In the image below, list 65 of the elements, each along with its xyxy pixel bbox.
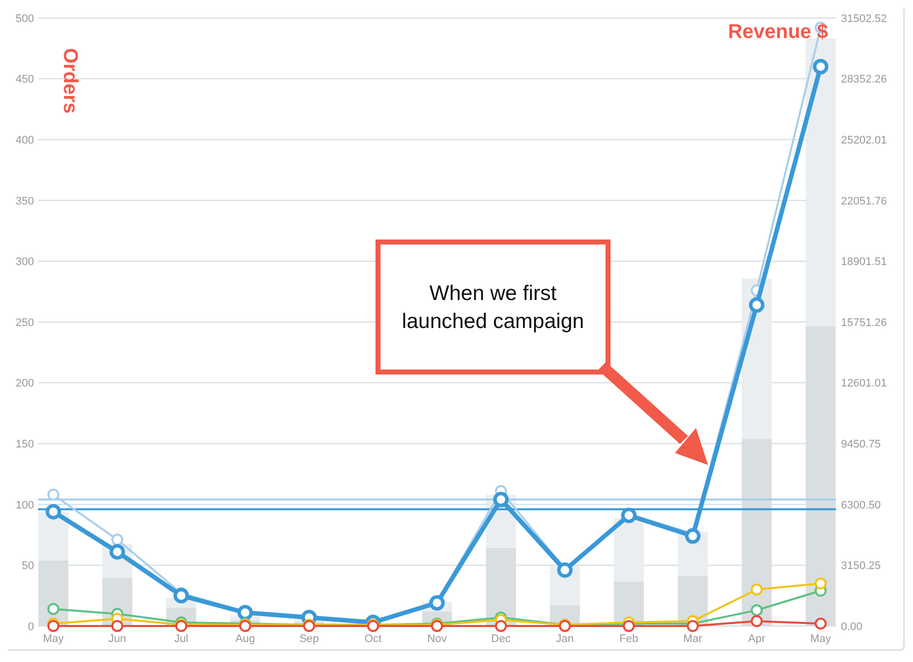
point — [748, 297, 764, 313]
y-axis-title: Orders — [59, 48, 81, 114]
y-tick-label: 150 — [16, 438, 34, 450]
x-tick-label: Jul — [174, 633, 188, 645]
y2-axis-title: Revenue $ — [728, 21, 828, 43]
point — [237, 604, 253, 620]
y2-tick-label: 0.00 — [841, 620, 862, 633]
y-tick-label: 200 — [16, 378, 34, 390]
bar — [806, 38, 836, 326]
y2-tick-label: 9450.75 — [841, 438, 881, 450]
x-tick-label: Nov — [427, 633, 448, 645]
point — [46, 504, 62, 520]
point — [111, 620, 124, 632]
y-tick-label: 450 — [16, 74, 34, 86]
point — [686, 620, 699, 632]
point — [173, 588, 189, 604]
bar — [614, 518, 644, 582]
x-tick-label: Apr — [748, 633, 766, 645]
point — [814, 618, 827, 630]
x-tick-label: May — [42, 633, 64, 645]
x-tick-label: Aug — [235, 633, 255, 645]
point — [47, 620, 60, 632]
annotation: When we first launched campaign — [402, 282, 584, 333]
point — [557, 562, 573, 578]
x-tick-label: Feb — [619, 633, 638, 645]
x-tick-label: Jun — [108, 633, 126, 645]
point — [429, 595, 445, 611]
y-tick-label: 350 — [16, 195, 34, 208]
x-tick-label: Sep — [299, 633, 319, 645]
point — [621, 508, 637, 524]
y2-tick-label: 18901.51 — [841, 256, 887, 268]
y-tick-label: 300 — [16, 256, 34, 268]
x-tick-label: Jan — [556, 633, 574, 645]
point — [47, 602, 60, 615]
y-tick-label: 0 — [28, 620, 34, 633]
y2-tick-label: 25202.01 — [841, 134, 887, 146]
y2-tick-label: 28352.26 — [841, 74, 887, 86]
bar — [38, 512, 68, 560]
y2-tick-label: 22051.76 — [841, 195, 887, 208]
x-tick-label: Mar — [683, 633, 703, 645]
y-tick-label: 500 — [16, 12, 34, 25]
y-tick-label: 400 — [16, 134, 34, 146]
y-tick-label: 100 — [16, 499, 34, 512]
x-tick-label: Dec — [491, 633, 512, 645]
x-tick-label: Oct — [364, 633, 382, 645]
point — [494, 620, 507, 632]
point — [814, 577, 827, 590]
point — [111, 534, 124, 546]
y2-tick-label: 6300.50 — [841, 499, 881, 512]
point — [622, 620, 635, 632]
y2-tick-label: 3150.25 — [841, 560, 881, 572]
point — [685, 528, 701, 544]
point — [47, 488, 60, 501]
y-tick-label: 50 — [22, 560, 34, 572]
y2-tick-label: 12601.01 — [841, 378, 887, 390]
point — [812, 58, 828, 74]
point — [493, 492, 509, 508]
x-tick-label: May — [810, 633, 832, 645]
y2-tick-label: 15751.26 — [841, 316, 887, 329]
point — [110, 544, 126, 560]
point — [750, 584, 763, 596]
y-tick-label: 250 — [16, 316, 34, 329]
point — [750, 604, 763, 616]
point — [750, 615, 763, 628]
y2-tick-label: 31502.52 — [841, 12, 887, 25]
